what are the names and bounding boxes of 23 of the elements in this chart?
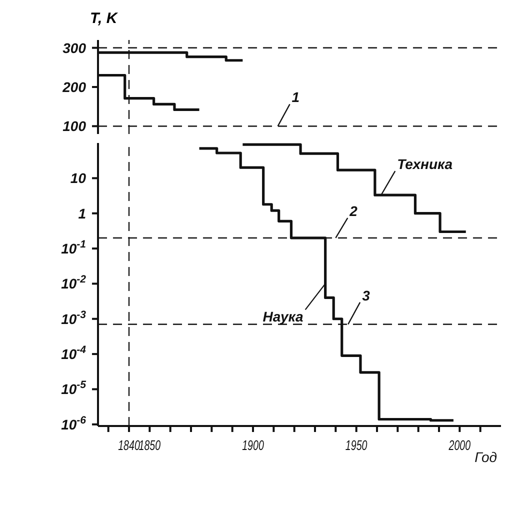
x-tick-label: 2000 [448,437,471,454]
x-tick-label: 1840 [118,437,140,454]
y-tick-label: 10$^{-5}$ [61,379,86,398]
y-tick-label: 10$^{-2}$ [61,274,86,292]
x-tick-label: 1900 [242,437,264,454]
y-tick-label: 1 [78,205,86,222]
annotation: Техника [397,156,453,172]
y-tick-label: 10$^{-6}$ [61,414,86,432]
y-axis-title: T, K [90,10,118,27]
x-tick-label: 1850 [138,437,161,454]
x-tick-label: 1950 [345,437,368,454]
y-tick-label: 10$^{-4}$ [61,344,86,362]
annotation: 2 [348,202,358,219]
y-tick-label: 100 [62,118,86,134]
y-tick-label: 10$^{-1}$ [61,238,86,257]
y-tick-label: 10$^{-3}$ [61,308,86,327]
y-tick-label: 200 [62,79,86,95]
annotation: 1 [292,89,300,106]
annotation: 3 [362,287,370,304]
y-tick-label: 300 [62,40,86,56]
x-axis-title: Год [474,449,498,465]
y-tick-label: 10 [70,170,86,186]
annotation: Наука [262,308,304,325]
